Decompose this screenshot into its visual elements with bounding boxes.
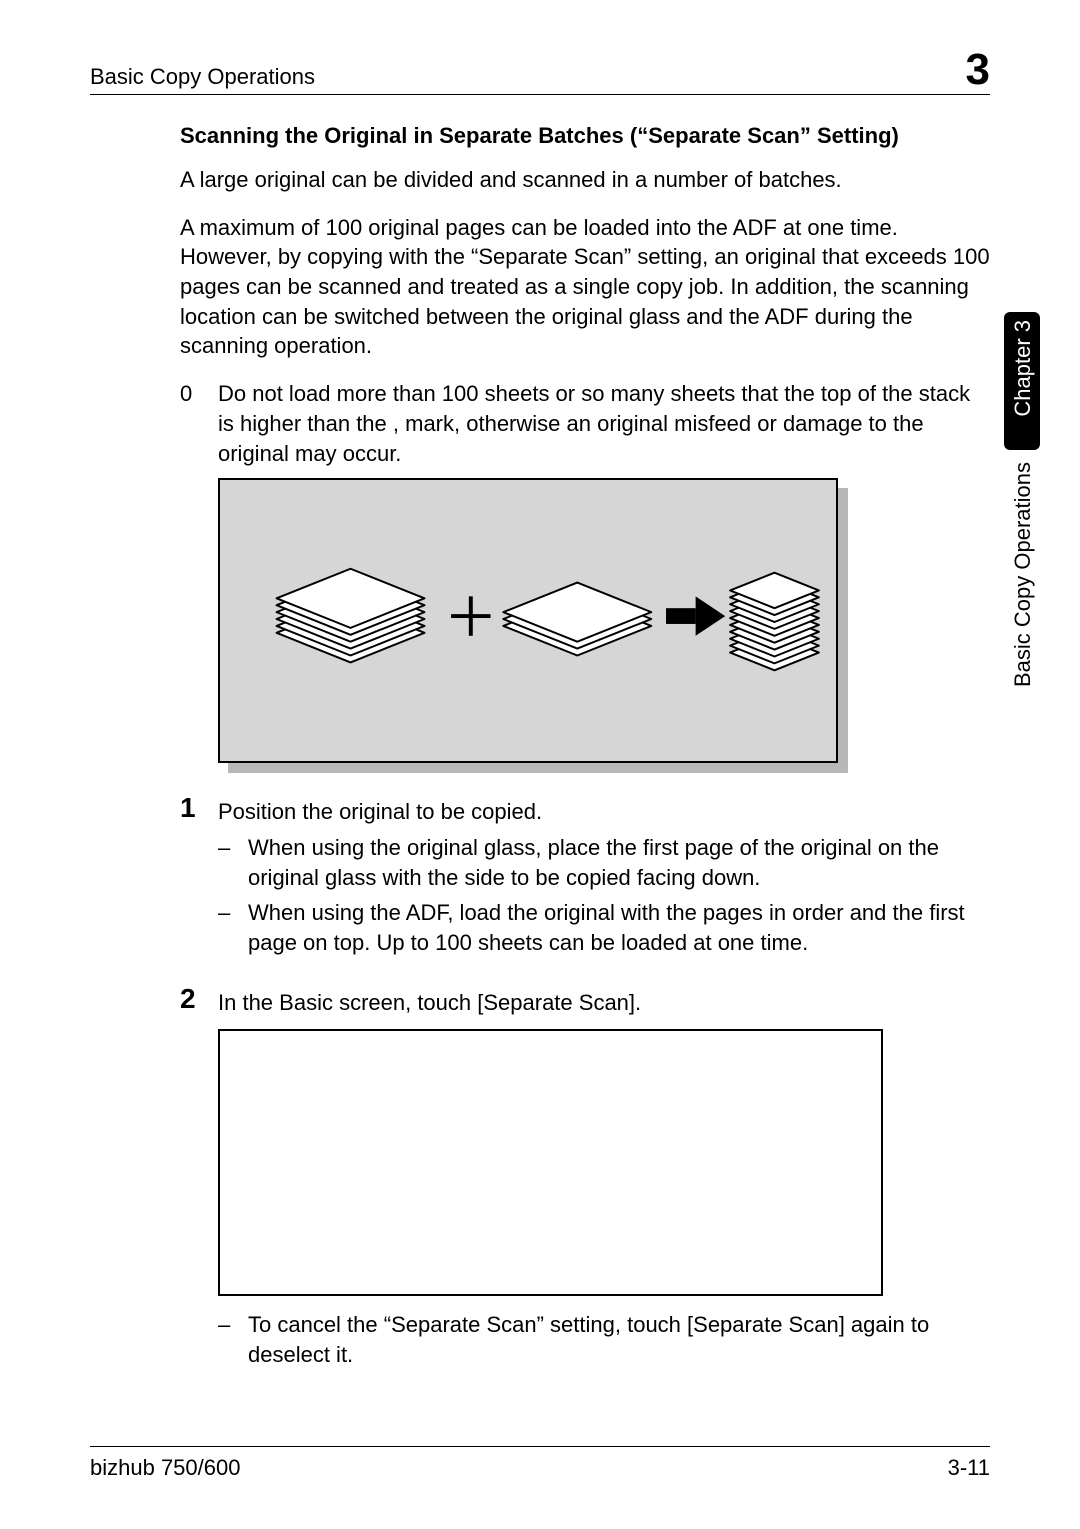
section-heading: Scanning the Original in Separate Batche…: [180, 123, 990, 149]
detail-paragraph: A maximum of 100 original pages can be l…: [180, 213, 990, 361]
dash-marker: –: [218, 898, 248, 957]
content-area: Scanning the Original in Separate Batche…: [90, 123, 990, 1370]
caution-text: Do not load more than 100 sheets or so m…: [218, 379, 990, 468]
step-number: 1: [180, 793, 218, 957]
step-row: 1 Position the original to be copied. – …: [180, 793, 990, 957]
document-page: Basic Copy Operations 3 Chapter 3 Basic …: [0, 0, 1080, 1529]
dash-marker: –: [218, 833, 248, 892]
page-header: Basic Copy Operations 3: [90, 48, 990, 95]
step-number: 2: [180, 984, 218, 1370]
spacer: [180, 966, 990, 984]
header-title: Basic Copy Operations: [90, 64, 315, 90]
intro-paragraph: A large original can be divided and scan…: [180, 165, 990, 195]
side-section-label: Basic Copy Operations: [1010, 462, 1034, 687]
step-row: 2 In the Basic screen, touch [Separate S…: [180, 984, 990, 1370]
step-body: In the Basic screen, touch [Separate Sca…: [218, 984, 990, 1370]
footer-page-number: 3-11: [948, 1455, 990, 1481]
footer-model: bizhub 750/600: [90, 1455, 240, 1481]
sub-item: – When using the original glass, place t…: [218, 833, 990, 892]
step-text: Position the original to be copied.: [218, 799, 542, 824]
caution-row: 0 Do not load more than 100 sheets or so…: [180, 379, 990, 468]
figure-box: [218, 478, 838, 763]
sub-text: To cancel the “Separate Scan” setting, t…: [248, 1310, 990, 1369]
step-body: Position the original to be copied. – Wh…: [218, 793, 990, 957]
sub-text: When using the original glass, place the…: [248, 833, 990, 892]
side-chapter-label: Chapter 3: [1010, 320, 1034, 417]
screenshot-placeholder: [218, 1029, 883, 1296]
figure-container: [218, 478, 838, 763]
caution-marker: 0: [180, 379, 218, 468]
stack-diagram-icon: [220, 480, 836, 761]
step-text: In the Basic screen, touch [Separate Sca…: [218, 990, 641, 1015]
header-chapter-number: 3: [966, 48, 990, 92]
page-footer: bizhub 750/600 3-11: [90, 1446, 990, 1481]
sub-item: – To cancel the “Separate Scan” setting,…: [218, 1310, 990, 1369]
sub-text: When using the ADF, load the original wi…: [248, 898, 990, 957]
sub-item: – When using the ADF, load the original …: [218, 898, 990, 957]
dash-marker: –: [218, 1310, 248, 1369]
